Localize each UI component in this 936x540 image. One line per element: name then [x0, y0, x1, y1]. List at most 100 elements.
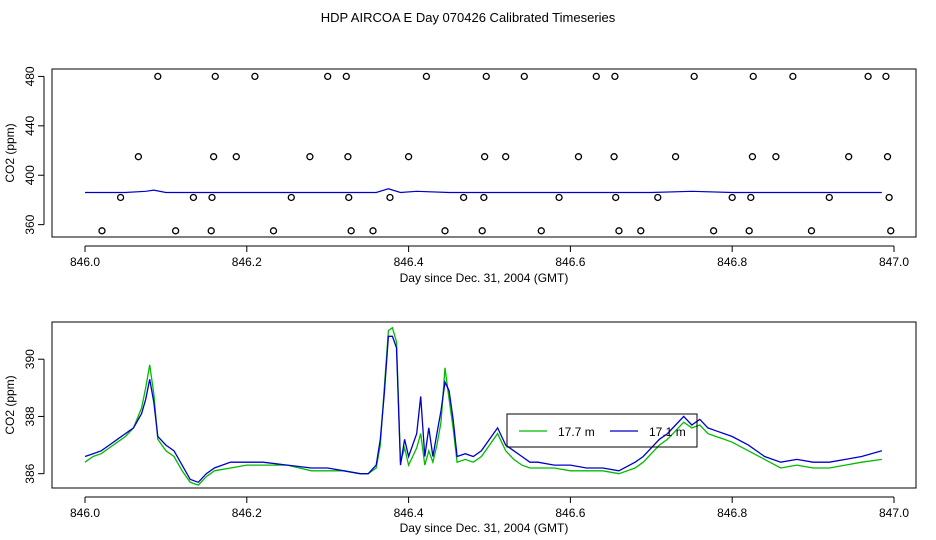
scatter-point	[441, 227, 449, 235]
line-series-17-7m	[84, 326, 882, 486]
scatter-y-axis-label: CO2 (ppm)	[3, 123, 17, 182]
scatter-point	[422, 72, 431, 81]
scatter-point	[845, 153, 853, 161]
line-y-tick-label: 388	[23, 406, 37, 426]
scatter-point	[324, 72, 332, 81]
line-x-tick-label: 846.2	[232, 506, 262, 520]
line-x-tick-label: 846.4	[394, 506, 424, 520]
scatter-point	[882, 72, 890, 81]
scatter-point	[637, 227, 645, 235]
line-panel: 846.0 846.2 846.4 846.6 846.8 847.0 386 388 390…	[3, 321, 917, 535]
scatter-point	[269, 227, 278, 235]
legend-box	[506, 413, 698, 448]
scatter-x-tick-label: 846.2	[232, 255, 262, 269]
scatter-point	[209, 153, 218, 161]
scatter-y-tick-label: 440	[23, 115, 37, 135]
scatter-point	[825, 193, 833, 202]
legend: 17.7 m 17.1 m	[506, 413, 698, 448]
scatter-point	[154, 72, 162, 81]
line-x-tick-label: 846.8	[717, 506, 747, 520]
line-plot-frame	[51, 321, 917, 489]
scatter-point	[369, 227, 377, 235]
scatter-point	[610, 153, 618, 161]
scatter-point	[251, 72, 259, 81]
line-series	[84, 326, 883, 486]
scatter-point	[404, 153, 413, 161]
scatter-points	[98, 72, 895, 235]
scatter-point	[344, 153, 352, 161]
line-x-tick-label: 846.6	[555, 506, 585, 520]
scatter-x-tick-label: 846.0	[70, 255, 100, 269]
scatter-point	[98, 227, 106, 235]
scatter-panel: 846.0 846.2 846.4 846.6 846.8 847.0 360 400 440…	[3, 66, 917, 285]
scatter-x-tick-label: 847.0	[879, 255, 909, 269]
line-y-axis-label: CO2 (ppm)	[3, 375, 17, 434]
scatter-series-line	[85, 188, 882, 194]
scatter-point	[728, 193, 736, 202]
scatter-point	[480, 193, 488, 202]
legend-label-17-1m: 17.1 m	[649, 425, 686, 439]
legend-label-17-7m: 17.7 m	[558, 425, 595, 439]
scatter-x-tick-label: 846.6	[555, 255, 585, 269]
scatter-point	[480, 153, 489, 161]
scatter-point	[611, 72, 619, 81]
scatter-x-axis-label: Day since Dec. 31, 2004 (GMT)	[400, 271, 569, 285]
scatter-point	[748, 153, 757, 161]
scatter-point	[502, 153, 510, 161]
scatter-point	[772, 153, 780, 161]
scatter-point	[386, 193, 394, 202]
scatter-point	[747, 193, 755, 202]
scatter-point	[342, 72, 350, 81]
scatter-point	[478, 227, 486, 235]
scatter-point	[345, 193, 353, 202]
scatter-point	[537, 227, 545, 235]
scatter-point	[306, 153, 314, 161]
line-y-axis: 386 388 390	[23, 349, 45, 484]
scatter-x-axis: 846.0 846.2 846.4 846.6 846.8 847.0	[70, 245, 909, 269]
scatter-point	[287, 193, 295, 202]
scatter-point	[208, 193, 216, 202]
scatter-point	[211, 72, 219, 81]
scatter-point	[887, 227, 895, 235]
scatter-point	[116, 193, 125, 202]
scatter-point	[347, 227, 355, 235]
scatter-point	[189, 193, 198, 202]
scatter-point	[883, 153, 892, 161]
scatter-point	[749, 72, 757, 81]
scatter-y-axis: 360 400 440 480	[23, 66, 45, 235]
scatter-point	[459, 193, 468, 202]
scatter-point	[789, 72, 797, 81]
scatter-x-tick-label: 846.4	[394, 255, 424, 269]
scatter-point	[592, 72, 600, 81]
page-title: HDP AIRCOA E Day 070426 Calibrated Times…	[320, 10, 616, 25]
line-y-tick-label: 386	[23, 463, 37, 483]
line-x-axis-label: Day since Dec. 31, 2004 (GMT)	[400, 521, 569, 535]
scatter-point	[654, 193, 662, 202]
scatter-point	[612, 193, 620, 202]
scatter-y-tick-label: 360	[23, 214, 37, 234]
scatter-point	[232, 153, 240, 161]
scatter-point	[134, 153, 143, 161]
line-x-axis: 846.0 846.2 846.4 846.6 846.8 847.0	[70, 496, 909, 520]
scatter-point	[615, 227, 623, 235]
scatter-point	[709, 227, 718, 235]
line-x-tick-label: 846.0	[70, 506, 100, 520]
scatter-point	[482, 72, 490, 81]
scatter-plot-frame	[51, 68, 917, 238]
scatter-y-tick-label: 480	[23, 66, 37, 86]
scatter-point	[520, 72, 528, 81]
scatter-y-tick-label: 400	[23, 165, 37, 185]
scatter-series-line-path	[85, 188, 882, 194]
line-x-tick-label: 847.0	[879, 506, 909, 520]
scatter-x-tick-label: 846.8	[717, 255, 747, 269]
line-y-tick-label: 390	[23, 349, 37, 369]
scatter-point	[690, 72, 698, 81]
scatter-point	[555, 193, 563, 202]
scatter-point	[671, 153, 680, 161]
scatter-point	[864, 72, 872, 81]
scatter-point	[745, 227, 753, 235]
scatter-point	[574, 153, 583, 161]
scatter-point	[207, 227, 215, 235]
scatter-point	[885, 193, 893, 202]
